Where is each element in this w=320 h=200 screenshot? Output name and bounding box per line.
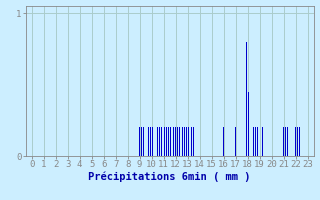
Bar bbox=[248, 92, 249, 156]
Bar bbox=[150, 127, 151, 156]
Bar bbox=[262, 127, 263, 156]
X-axis label: Précipitations 6min ( mm ): Précipitations 6min ( mm ) bbox=[88, 172, 251, 182]
Bar bbox=[260, 127, 261, 156]
Bar bbox=[164, 127, 165, 156]
Bar bbox=[173, 127, 174, 156]
Bar bbox=[161, 127, 162, 156]
Bar bbox=[175, 127, 176, 156]
Bar bbox=[255, 127, 256, 156]
Bar bbox=[177, 127, 178, 156]
Bar bbox=[297, 127, 298, 156]
Bar bbox=[193, 127, 194, 156]
Bar bbox=[170, 127, 171, 156]
Bar bbox=[295, 127, 296, 156]
Bar bbox=[148, 127, 149, 156]
Bar bbox=[166, 127, 167, 156]
Bar bbox=[141, 127, 142, 156]
Bar bbox=[182, 127, 183, 156]
Bar bbox=[299, 127, 300, 156]
Bar bbox=[235, 127, 236, 156]
Bar bbox=[152, 127, 153, 156]
Bar bbox=[159, 127, 160, 156]
Bar bbox=[246, 42, 247, 156]
Bar bbox=[157, 127, 158, 156]
Bar bbox=[285, 127, 286, 156]
Bar bbox=[253, 127, 254, 156]
Bar bbox=[223, 127, 224, 156]
Bar bbox=[257, 127, 258, 156]
Bar bbox=[168, 127, 169, 156]
Bar bbox=[179, 127, 180, 156]
Bar bbox=[186, 127, 187, 156]
Bar bbox=[184, 127, 185, 156]
Bar bbox=[139, 127, 140, 156]
Bar bbox=[191, 127, 192, 156]
Bar bbox=[283, 127, 284, 156]
